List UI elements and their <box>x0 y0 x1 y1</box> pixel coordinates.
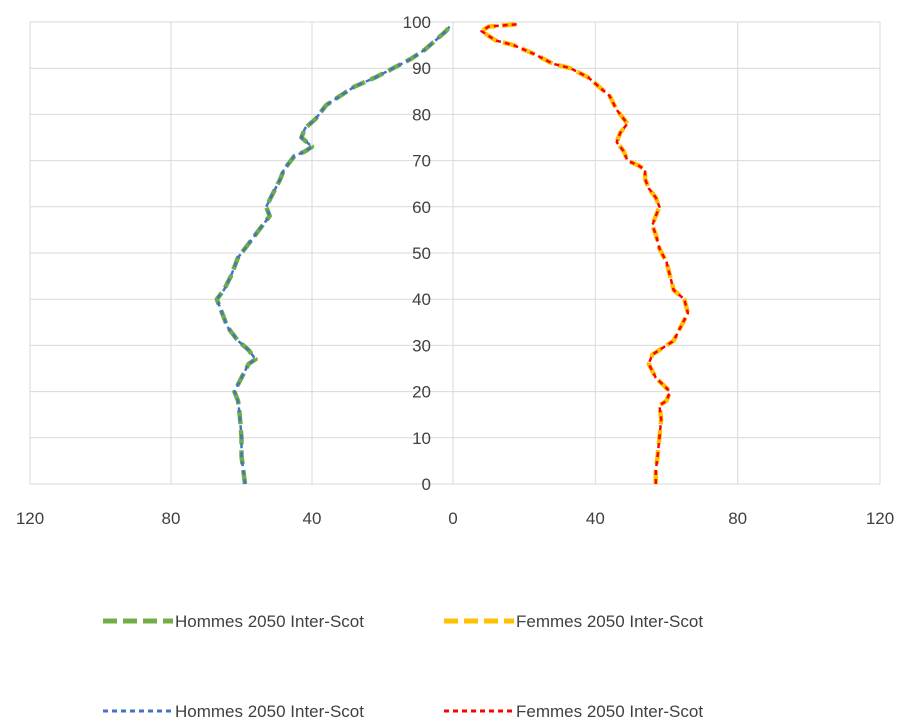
legend-label: Femmes 2050 Inter-Scot <box>516 612 703 631</box>
y-tick-label: 40 <box>412 290 431 309</box>
y-tick-label: 100 <box>403 13 431 32</box>
y-tick-label: 80 <box>412 105 431 124</box>
series-lines <box>214 22 691 485</box>
y-tick-label: 50 <box>412 244 431 263</box>
legend: Hommes 2050 Inter-Scot Femmes 2050 Inter-… <box>103 612 703 721</box>
x-tick-label: 40 <box>586 509 605 528</box>
y-tick-label: 10 <box>412 429 431 448</box>
x-tick-label: 80 <box>162 509 181 528</box>
y-tick-label: 0 <box>422 475 431 494</box>
x-tick-label: 120 <box>866 509 894 528</box>
x-tick-label: 0 <box>448 509 457 528</box>
y-tick-label: 30 <box>412 336 431 355</box>
legend-entry-1: Femmes 2050 Inter-Scot <box>444 612 703 631</box>
x-tick-label: 80 <box>728 509 747 528</box>
legend-label: Femmes 2050 Inter-Scot <box>516 702 703 721</box>
gridlines <box>29 21 881 485</box>
legend-entry-3: Femmes 2050 Inter-Scot <box>444 702 703 721</box>
legend-label: Hommes 2050 Inter-Scot <box>175 702 364 721</box>
x-tick-label: 40 <box>303 509 322 528</box>
legend-entry-0: Hommes 2050 Inter-Scot <box>103 612 364 631</box>
series-line-1 <box>479 22 691 484</box>
y-axis-tick-labels: 0 10 20 30 40 50 60 70 80 90 100 <box>403 13 431 494</box>
y-tick-label: 90 <box>412 59 431 78</box>
legend-label: Hommes 2050 Inter-Scot <box>175 612 364 631</box>
x-axis-tick-labels: 120 80 40 0 40 80 120 <box>16 509 894 528</box>
y-tick-label: 60 <box>412 198 431 217</box>
series-line-2 <box>215 25 451 485</box>
y-tick-label: 20 <box>412 383 431 402</box>
y-tick-label: 70 <box>412 152 431 171</box>
legend-entry-2: Hommes 2050 Inter-Scot <box>103 702 364 721</box>
x-tick-label: 120 <box>16 509 44 528</box>
series-line-3 <box>480 23 690 484</box>
